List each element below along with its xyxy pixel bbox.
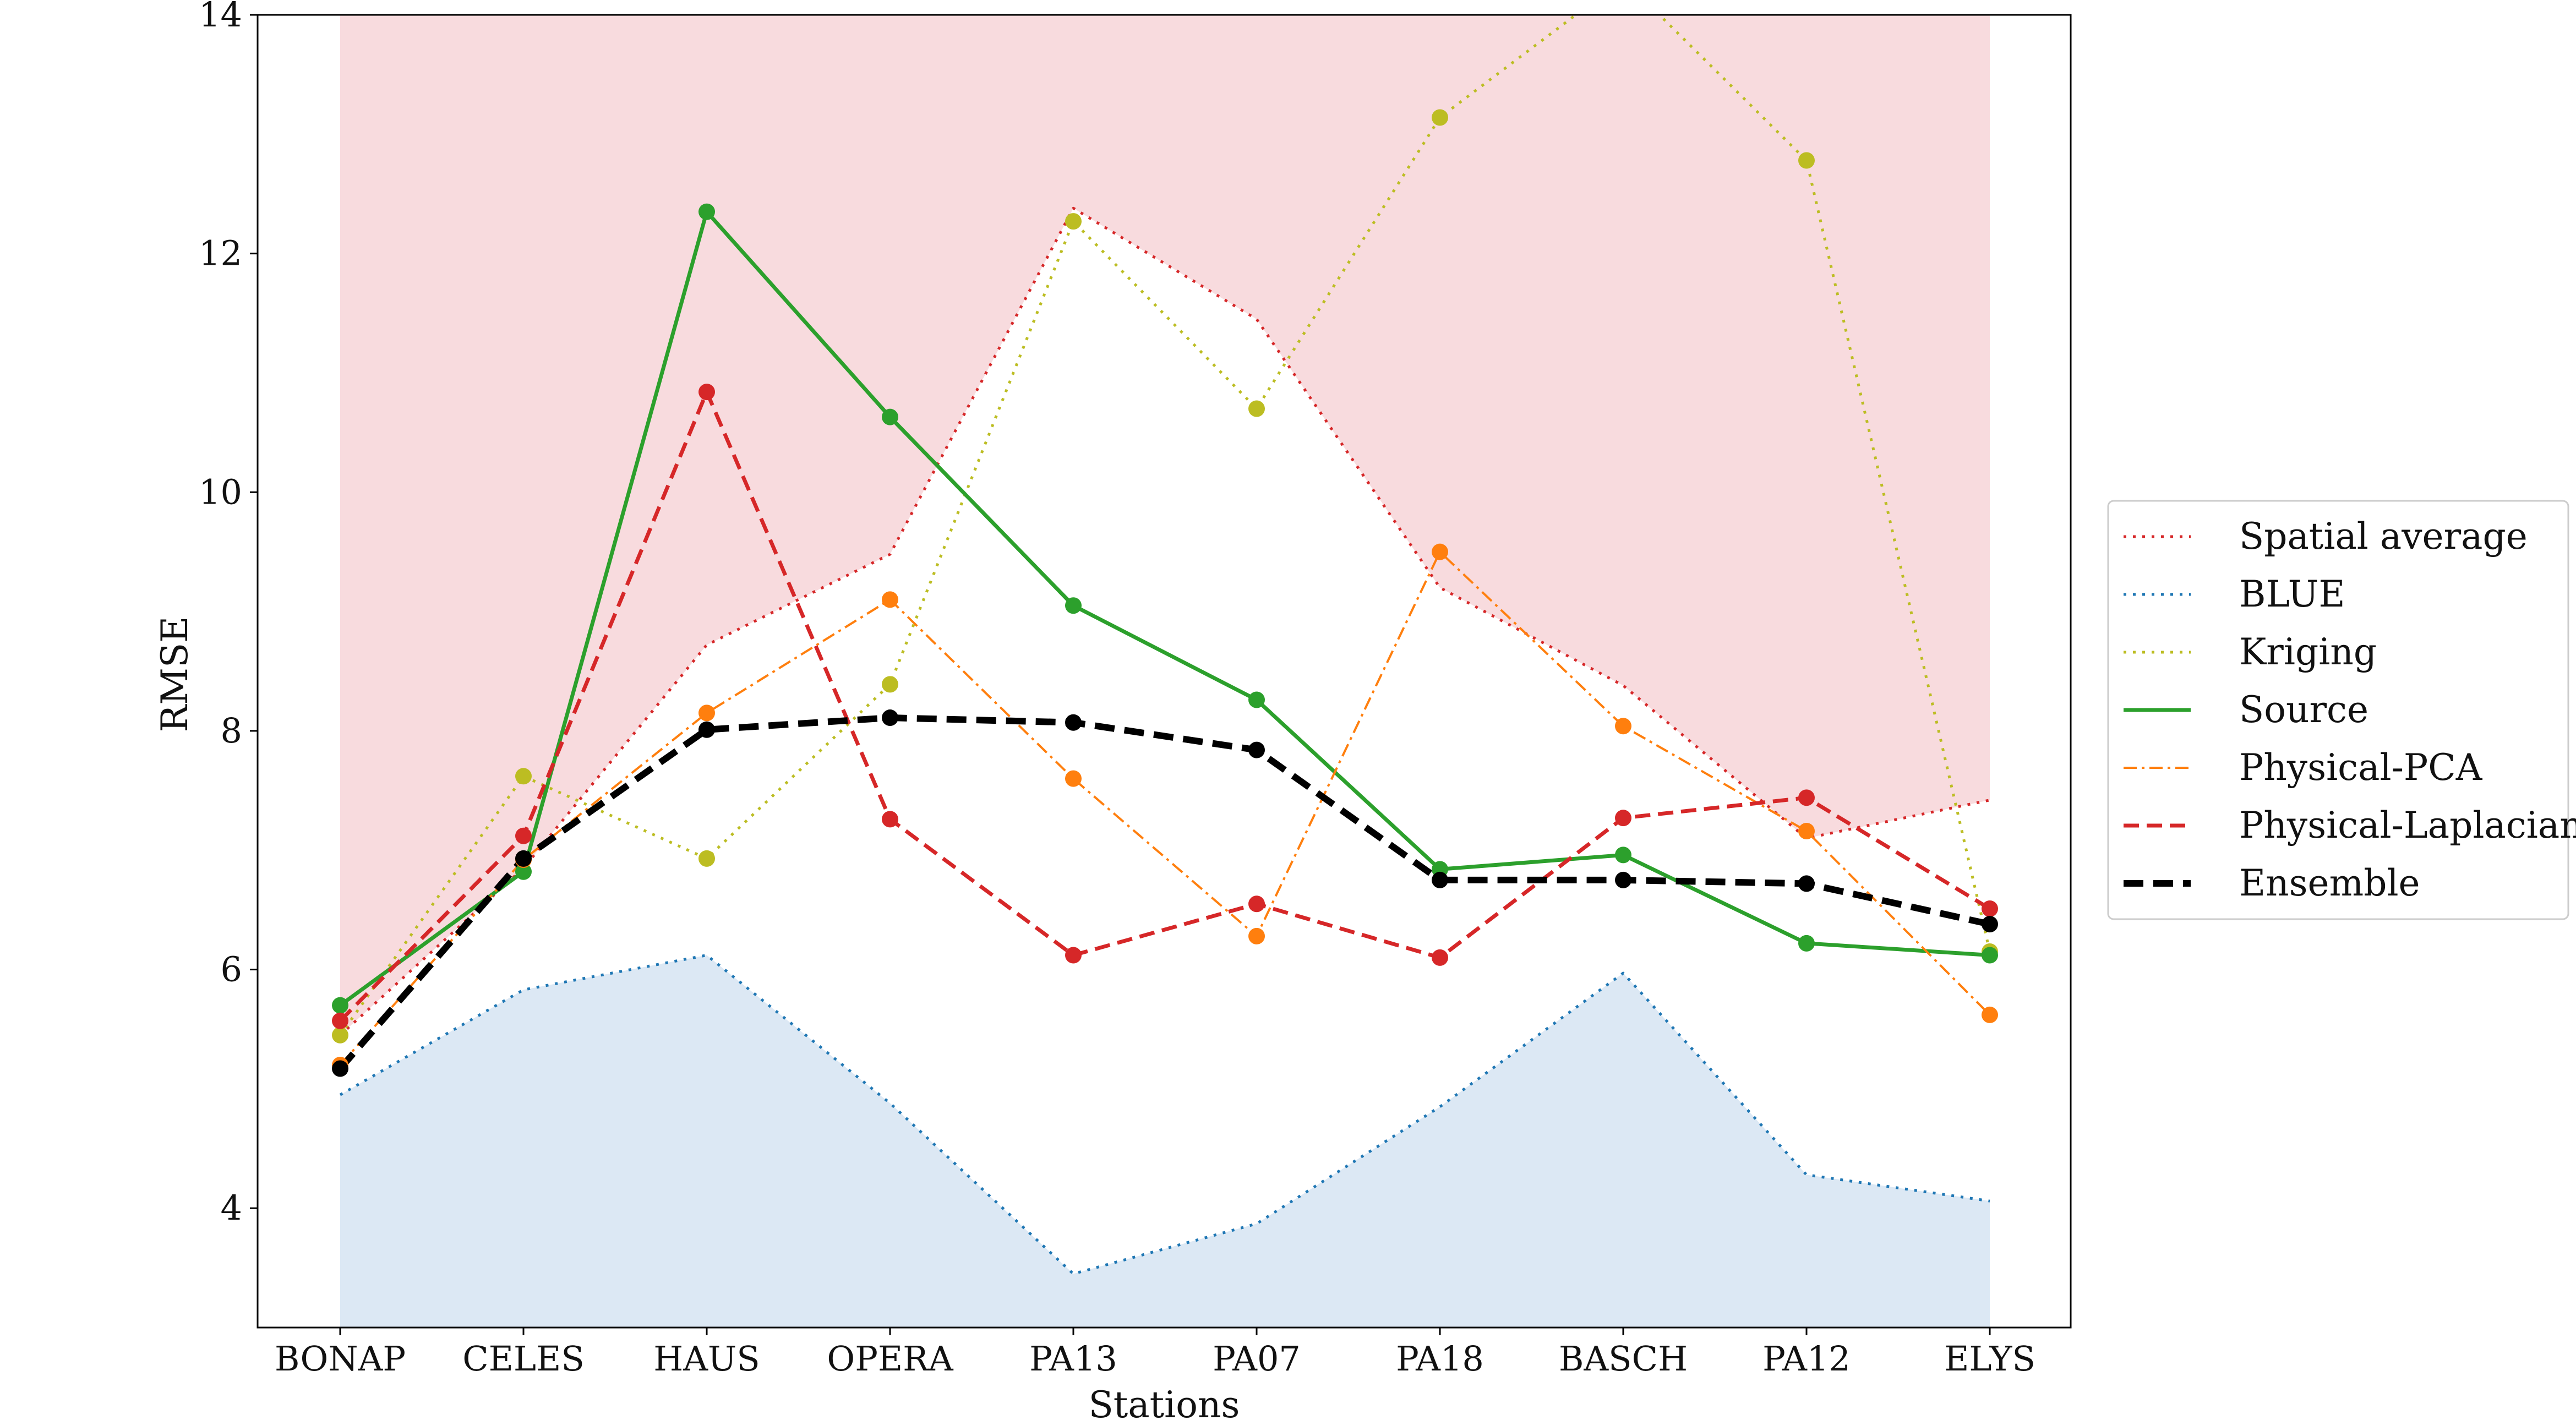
x-tick-label-5: PA07 [1213, 1339, 1301, 1379]
series-3-point-0 [332, 997, 348, 1014]
series-6-point-3 [882, 709, 898, 727]
legend-label-0: Spatial average [2239, 515, 2528, 558]
series-2-point-0 [332, 1026, 348, 1044]
series-3-point-5 [1248, 691, 1265, 708]
series-3-point-2 [698, 203, 715, 220]
series-4-point-2 [698, 704, 715, 722]
series-4-point-7 [1615, 718, 1631, 735]
series-6-point-9 [1982, 916, 1998, 933]
legend-label-5: Physical-Laplacian [2239, 804, 2576, 846]
series-6-point-5 [1248, 741, 1265, 758]
legend-label-4: Physical-PCA [2239, 746, 2483, 789]
series-4-point-6 [1432, 543, 1448, 560]
x-tick-label-8: PA12 [1762, 1339, 1851, 1379]
series-5-point-4 [1065, 947, 1082, 964]
series-line-3 [339, 210, 1990, 1007]
series-6-point-0 [332, 1060, 348, 1077]
series-5-point-7 [1615, 810, 1631, 827]
series-lines [337, 15, 1991, 1275]
series-line-5 [339, 390, 1991, 1023]
y-axis-label: RMSE [154, 616, 196, 733]
x-tick-label-7: BASCH [1559, 1339, 1688, 1379]
series-2-point-8 [1798, 152, 1815, 169]
series-2-point-6 [1432, 109, 1448, 126]
series-3-point-4 [1065, 597, 1082, 614]
series-4-point-9 [1982, 1006, 1998, 1023]
series-4-point-5 [1248, 927, 1265, 944]
legend: Spatial average BLUE Kriging Source Physical… [2107, 500, 2576, 920]
x-tick-label-0: BONAP [275, 1339, 406, 1379]
series-6-point-1 [515, 850, 532, 867]
series-3-point-1 [515, 863, 532, 880]
series-3-point-9 [1982, 947, 1998, 964]
x-axis-label: Stations [1089, 1384, 1240, 1420]
series-5-point-5 [1248, 895, 1265, 913]
x-tick-label-3: OPERA [827, 1339, 953, 1379]
legend-label-6: Ensemble [2239, 862, 2420, 904]
y-tick-label-4: 12 [199, 233, 242, 274]
plot-frame [256, 14, 2072, 1329]
shaded-region-below-blue [340, 955, 1990, 1328]
series-5-point-6 [1432, 949, 1448, 966]
series-5-point-2 [698, 384, 715, 401]
y-axis: 4 6 8 10 12 14 [199, 0, 258, 1228]
x-tick-label-4: PA13 [1029, 1339, 1117, 1379]
y-tick-label-3: 10 [199, 472, 242, 512]
series-5-point-8 [1798, 789, 1815, 806]
x-tick-label-6: PA18 [1396, 1339, 1484, 1379]
series-6-point-8 [1798, 875, 1815, 892]
series-3-point-3 [882, 408, 898, 425]
series-3-point-8 [1798, 935, 1815, 952]
legend-label-1: BLUE [2239, 573, 2345, 615]
x-axis: BONAP CELES HAUS OPERA PA13 PA07 PA18 BASCH PA12… [275, 1328, 2035, 1379]
shaded-regions [340, 15, 1990, 1328]
series-5-point-1 [515, 827, 532, 844]
series-2-point-4 [1065, 213, 1082, 230]
legend-label-3: Source [2239, 689, 2368, 731]
series-6-point-6 [1432, 871, 1448, 888]
x-tick-label-2: HAUS [653, 1339, 760, 1379]
series-4-point-3 [882, 591, 898, 608]
series-5-point-3 [882, 811, 898, 828]
series-6-point-2 [698, 721, 715, 738]
series-5-point-0 [332, 1012, 348, 1029]
series-5-point-9 [1982, 900, 1998, 917]
series-3-point-7 [1615, 846, 1631, 864]
shaded-region-above-spatial-average [340, 15, 1990, 1035]
series-line-6 [337, 714, 1991, 1071]
series-markers [332, 109, 1998, 1077]
series-2-point-3 [882, 676, 898, 693]
y-tick-label-1: 6 [221, 949, 242, 990]
y-tick-label-0: 4 [221, 1188, 242, 1228]
y-tick-label-5: 14 [199, 0, 242, 35]
series-line-4 [339, 550, 1991, 1066]
series-6-point-7 [1615, 871, 1631, 888]
series-2-point-5 [1248, 400, 1265, 417]
series-4-point-8 [1798, 823, 1815, 840]
series-2-point-2 [698, 850, 715, 867]
series-2-point-1 [515, 768, 532, 785]
x-tick-label-9: ELYS [1944, 1339, 2035, 1379]
legend-label-2: Kriging [2239, 631, 2377, 673]
y-tick-label-2: 8 [221, 711, 242, 751]
series-4-point-4 [1065, 770, 1082, 787]
x-tick-label-1: CELES [462, 1339, 585, 1379]
legend-box [2107, 500, 2569, 920]
series-6-point-4 [1065, 714, 1082, 731]
